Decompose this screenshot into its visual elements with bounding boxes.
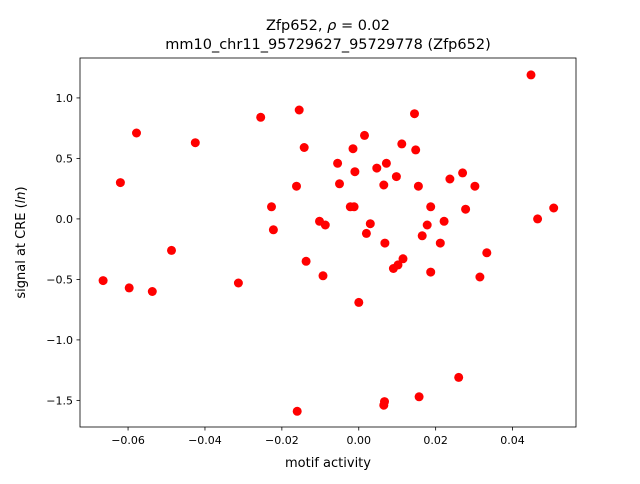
data-point-0 — [98, 276, 108, 286]
data-point-37 — [393, 260, 403, 270]
x-tick-label-5: 0.04 — [500, 434, 525, 447]
x-axis-ticks: −0.06 −0.04 −0.02 0.00 0.02 0.04 — [111, 427, 525, 447]
data-point-10 — [268, 225, 278, 235]
y-tick-label-1: −1.0 — [46, 334, 73, 347]
data-point-8 — [256, 112, 266, 122]
data-point-41 — [411, 145, 421, 155]
data-point-24 — [350, 167, 360, 177]
data-point-43 — [414, 392, 424, 402]
title-rho-symbol: ρ — [327, 18, 337, 34]
data-point-2 — [124, 283, 134, 293]
data-point-49 — [439, 216, 449, 226]
data-point-46 — [426, 267, 436, 277]
data-point-36 — [391, 172, 401, 182]
data-point-53 — [461, 204, 471, 214]
data-point-38 — [397, 139, 407, 149]
data-point-13 — [294, 105, 304, 115]
y-axis-label-suffix: ) — [14, 186, 29, 191]
data-point-20 — [335, 179, 344, 189]
data-point-22 — [348, 144, 358, 154]
y-tick-label-4: 0.5 — [56, 152, 74, 165]
chart-title-line2: mm10_chr11_95729627_95729778 (Zfp652) — [165, 37, 490, 53]
data-point-12 — [292, 181, 301, 191]
data-point-54 — [470, 181, 480, 191]
data-point-52 — [458, 168, 468, 178]
x-tick-label-2: −0.02 — [265, 434, 299, 447]
data-point-31 — [380, 397, 389, 407]
data-point-56 — [482, 248, 492, 258]
data-point-9 — [267, 202, 276, 212]
data-point-27 — [361, 228, 371, 238]
x-axis-label: motif activity — [285, 456, 371, 471]
data-point-1 — [115, 178, 125, 188]
data-point-47 — [426, 202, 436, 212]
data-point-3 — [132, 128, 141, 138]
y-axis-ticks: −1.5 −1.0 −0.5 0.0 0.5 1.0 — [46, 92, 80, 407]
data-point-15 — [301, 256, 311, 266]
data-point-45 — [422, 220, 432, 230]
data-points — [98, 70, 559, 416]
plot-frame — [79, 57, 577, 428]
data-point-29 — [372, 163, 382, 173]
data-point-42 — [413, 181, 423, 191]
data-point-14 — [299, 143, 309, 152]
x-tick-label-4: 0.02 — [423, 434, 448, 447]
data-point-40 — [410, 109, 419, 119]
y-tick-label-0: −1.5 — [46, 394, 73, 407]
data-point-44 — [417, 231, 427, 241]
data-point-11 — [292, 406, 302, 416]
data-point-28 — [365, 219, 375, 229]
data-point-39 — [398, 254, 408, 264]
data-point-19 — [333, 158, 343, 168]
x-tick-label-3: 0.00 — [347, 434, 372, 447]
data-point-58 — [533, 214, 543, 224]
data-point-7 — [233, 278, 243, 288]
title-rho-value-text: = 0.02 — [336, 18, 390, 34]
data-point-48 — [435, 238, 445, 248]
y-axis-label-prefix: signal at CRE ( — [14, 203, 29, 298]
data-point-57 — [526, 70, 536, 80]
y-axis-label: signal at CRE (ln) — [14, 186, 29, 298]
data-point-51 — [454, 372, 464, 382]
y-tick-label-2: −0.5 — [46, 273, 73, 286]
data-point-4 — [147, 287, 157, 296]
data-point-34 — [381, 158, 391, 168]
data-point-6 — [190, 138, 200, 148]
data-point-17 — [318, 271, 328, 281]
data-point-18 — [320, 220, 330, 230]
y-tick-label-3: 0.0 — [56, 213, 74, 226]
data-point-23 — [349, 202, 359, 212]
y-axis-label-italic: ln — [14, 191, 29, 203]
data-point-32 — [379, 180, 389, 190]
data-point-50 — [445, 174, 455, 184]
chart-title-line1: Zfp652, ρ = 0.02 — [266, 18, 390, 34]
y-tick-label-5: 1.0 — [56, 92, 74, 105]
data-point-33 — [380, 238, 390, 248]
data-point-5 — [167, 245, 176, 255]
data-point-25 — [354, 297, 364, 307]
data-point-55 — [475, 272, 485, 282]
data-point-26 — [360, 130, 369, 140]
title-gene-text: Zfp652, — [266, 18, 327, 34]
data-point-59 — [549, 203, 559, 213]
x-tick-label-1: −0.04 — [188, 434, 222, 447]
x-tick-label-0: −0.06 — [111, 434, 145, 447]
